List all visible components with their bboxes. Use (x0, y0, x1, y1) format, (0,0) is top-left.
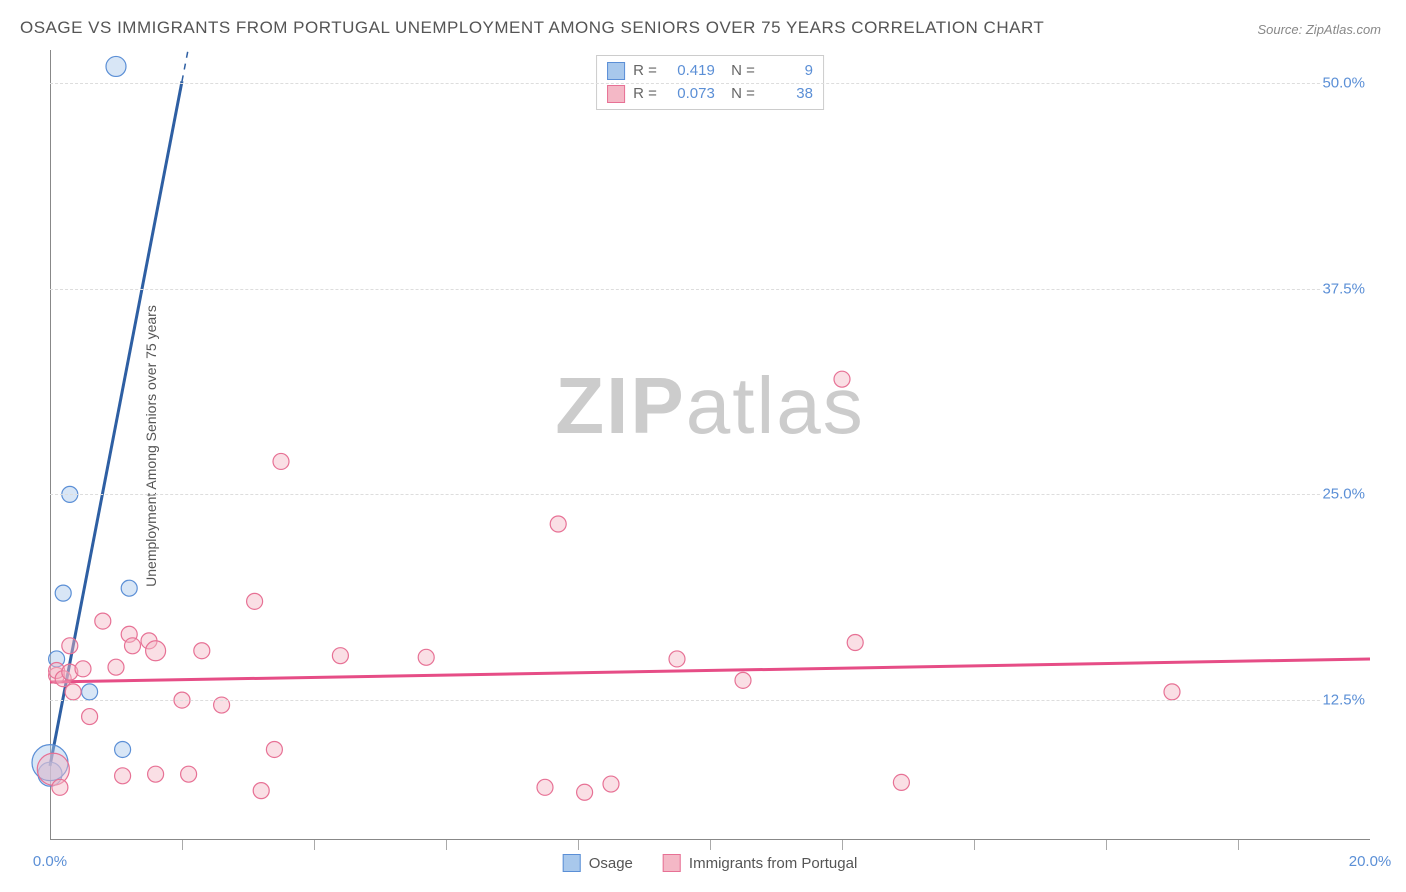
r-label: R = (633, 60, 657, 83)
swatch-icon (607, 85, 625, 103)
gridline (50, 83, 1370, 84)
y-tick-label: 50.0% (1322, 74, 1375, 91)
gridline (50, 289, 1370, 290)
x-tick (182, 840, 183, 850)
legend-row-osage: R = 0.419 N = 9 (607, 60, 813, 83)
y-tick-label: 37.5% (1322, 280, 1375, 297)
n-value: 38 (763, 83, 813, 106)
legend-item-osage: Osage (563, 854, 633, 872)
y-tick-label: 12.5% (1322, 692, 1375, 709)
x-tick (446, 840, 447, 850)
r-value: 0.419 (665, 60, 715, 83)
plot-area: ZIPatlas R = 0.419 N = 9 R = 0.073 N = 3… (50, 50, 1370, 840)
gridline (50, 494, 1370, 495)
chart-title: OSAGE VS IMMIGRANTS FROM PORTUGAL UNEMPL… (20, 18, 1044, 38)
x-tick-label: 20.0% (1349, 853, 1392, 870)
r-label: R = (633, 83, 657, 106)
x-tick (1238, 840, 1239, 850)
x-tick (1106, 840, 1107, 850)
n-value: 9 (763, 60, 813, 83)
source-label: Source: ZipAtlas.com (1257, 22, 1381, 37)
n-label: N = (723, 83, 755, 106)
x-tick (314, 840, 315, 850)
plot-svg (50, 50, 1370, 840)
y-tick-label: 25.0% (1322, 486, 1375, 503)
r-value: 0.073 (665, 83, 715, 106)
series-legend: Osage Immigrants from Portugal (563, 854, 858, 872)
swatch-icon (663, 854, 681, 872)
n-label: N = (723, 60, 755, 83)
x-tick (842, 840, 843, 850)
swatch-icon (607, 62, 625, 80)
swatch-icon (563, 854, 581, 872)
x-tick (710, 840, 711, 850)
x-tick (578, 840, 579, 850)
x-tick-label: 0.0% (33, 853, 67, 870)
legend-item-portugal: Immigrants from Portugal (663, 854, 857, 872)
legend-label: Immigrants from Portugal (689, 855, 857, 872)
legend-label: Osage (589, 855, 633, 872)
x-tick (974, 840, 975, 850)
legend-row-portugal: R = 0.073 N = 38 (607, 83, 813, 106)
gridline (50, 700, 1370, 701)
